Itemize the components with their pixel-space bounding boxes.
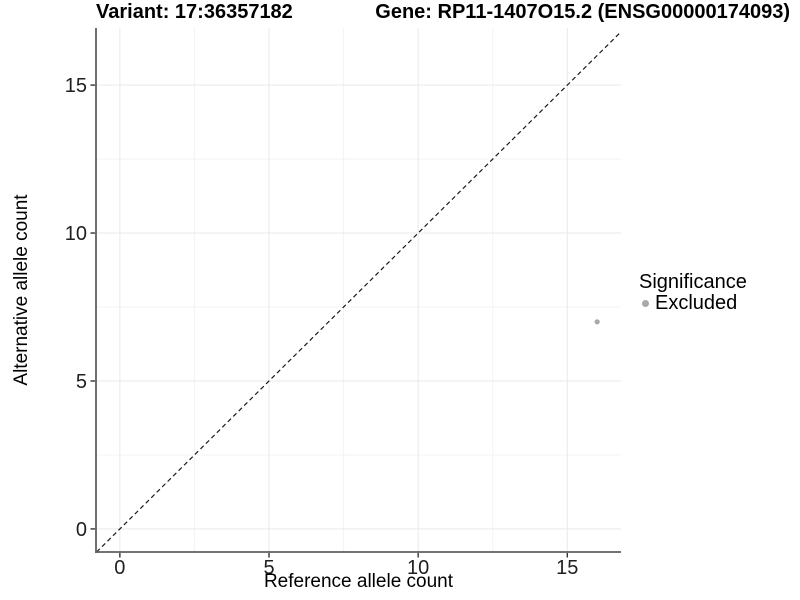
legend-title: Significance bbox=[639, 271, 747, 293]
x-tick-label: 10 bbox=[407, 557, 429, 579]
data-point bbox=[594, 319, 600, 325]
x-tick-label: 0 bbox=[114, 557, 125, 579]
plot-title-gene: Gene: RP11-1407O15.2 (ENSG00000174093) bbox=[375, 1, 790, 23]
legend-key-dot-icon bbox=[642, 300, 649, 307]
y-tick-label: 5 bbox=[76, 371, 87, 393]
legend-item-excluded: Excluded bbox=[639, 293, 747, 314]
legend-item-label: Excluded bbox=[655, 292, 738, 314]
plot-title-variant: Variant: 17:36357182 bbox=[96, 1, 293, 23]
y-axis-title: Alternative allele count bbox=[11, 194, 32, 386]
y-tick-label: 15 bbox=[65, 75, 87, 97]
y-tick-label: 0 bbox=[76, 519, 87, 541]
y-tick-label: 10 bbox=[65, 223, 87, 245]
legend: Significance Excluded bbox=[639, 272, 747, 314]
x-axis-title: Reference allele count bbox=[263, 571, 454, 592]
x-tick-label: 5 bbox=[263, 557, 274, 579]
identity-dashed-line bbox=[96, 31, 622, 553]
x-tick-label: 15 bbox=[556, 557, 578, 579]
